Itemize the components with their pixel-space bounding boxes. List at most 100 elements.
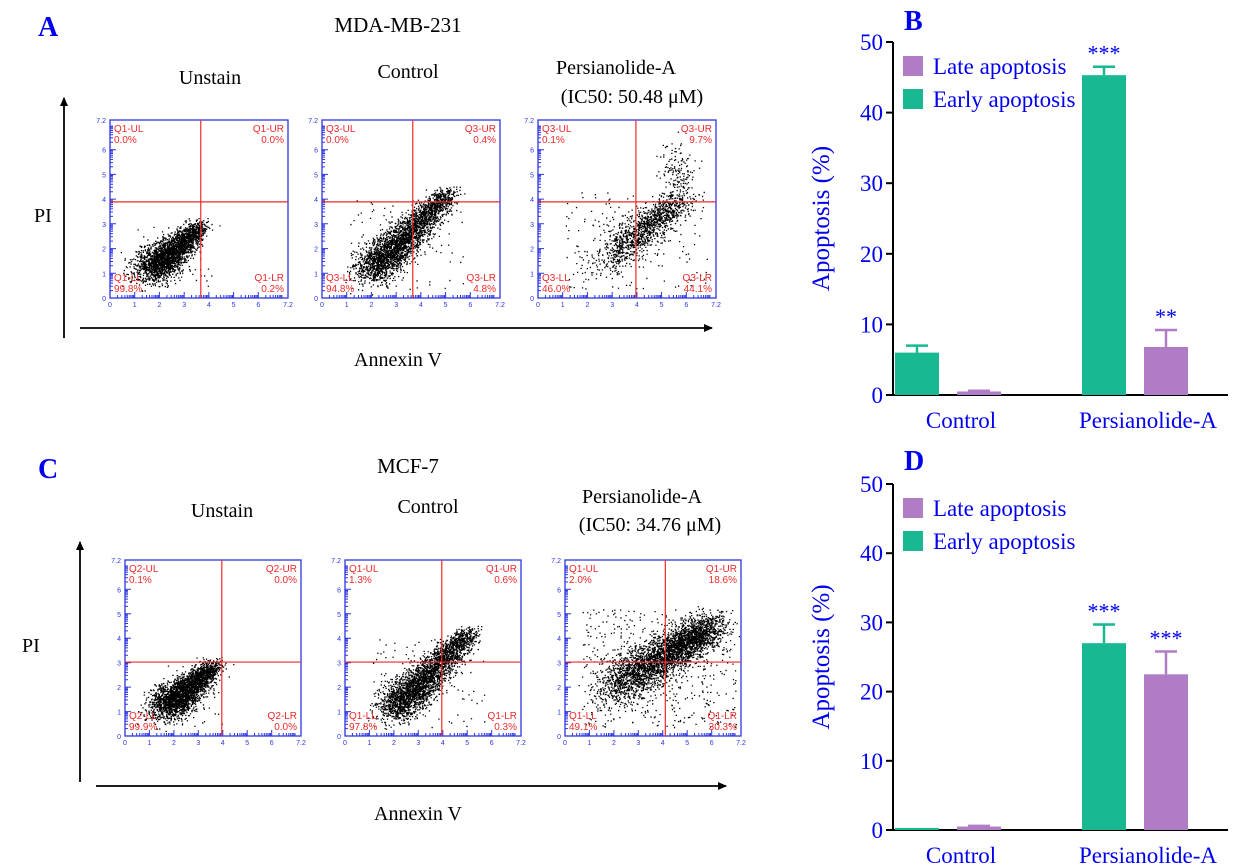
legend-label: Early apoptosis [933,87,1075,112]
x-tick-label: Control [926,843,996,865]
quadrant-value-lr: 30.3% [709,722,737,733]
x-tick-label: 0 [320,302,324,309]
plot-frame [564,559,742,737]
plot-frame [344,559,522,737]
y-tick-label: 0 [530,296,534,303]
quadrant-name-ul: Q3-UL [326,124,356,135]
dot-plot: 00 1 1 2 2 3 3 4 4 5 5 6 6 7.2 7.2 Q3-UL0.0% Q3-UR0.4% Q3… [308,118,505,309]
log-ticks [321,125,495,299]
x-tick-label: 1 [147,740,151,747]
x-tick-label: 6 [710,740,714,747]
y-tick-label: 10 [860,312,883,337]
quadrant-value-ul: 0.1% [129,575,152,586]
x-tick-label: Control [926,408,996,433]
bar-late [957,826,1001,830]
scatter-events [345,186,466,296]
plot-title-a-treated: Persianolide-A [556,57,677,79]
quadrant-value-ur: 0.6% [494,575,517,586]
scatter-events [137,656,235,733]
x-tick-label: 2 [172,740,176,747]
x-tick-label: 6 [270,740,274,747]
y-tick-label: 2 [117,685,121,692]
quadrant-value-ll: 99.9% [129,722,157,733]
quadrant-name-ll: Q1-LL [569,711,597,722]
quadrant-name-ur: Q3-UR [681,124,712,135]
bar-chart-d: 0 10 20 30 40 50 Apoptosis (%) Control Persianol… [808,472,1228,865]
dot-plot: 001122334455667.27.2Q1-UL0.0%Q1-UR0.0%Q1… [96,118,293,309]
x-tick-label: 5 [465,740,469,747]
y-tick-label: 5 [102,172,106,179]
plot-title-c-control: Control [397,496,459,518]
y-tick-label: 0 [337,734,341,741]
plot-title-a-unstain: Unstain [179,67,241,89]
quadrant-name-ul: Q2-UL [129,564,159,575]
quadrant-name-lr: Q3-LR [683,273,712,284]
y-tick-label: 1 [102,271,106,278]
y-tick-label: 40 [860,101,883,126]
quadrant-name-ur: Q3-UR [465,124,496,135]
quadrant-value-ll: 49.1% [569,722,597,733]
x-tick-label: 7.2 [736,740,746,747]
y-tick-label: 3 [337,661,341,668]
y-tick-label: 0 [102,296,106,303]
quadrant-value-lr: 0.2% [261,284,284,295]
bar-early [895,827,939,830]
plot-frame [537,119,717,299]
y-tick-label: 4 [530,197,534,204]
y-tick-label: 2 [557,685,561,692]
y-tick-label: 1 [530,271,534,278]
panel-b: B 0 10 20 30 40 50 Apoptosis (%) Control Persian… [808,6,1228,433]
legend-swatch [903,498,923,518]
panel-a: A MDA-MB-231 Unstain Control Persianolid… [34,12,721,371]
bar-early [1082,75,1126,395]
x-tick-label: 3 [182,302,186,309]
scatter-events [565,131,708,290]
quadrant-value-ll: 94.8% [326,284,354,295]
significance-marker: ** [1155,304,1177,329]
y-tick-label: 0 [557,734,561,741]
quadrant-name-ur: Q1-UR [486,564,517,575]
flow-plots-a: 001122334455667.27.2Q1-UL0.0%Q1-UR0.0%Q1… [96,118,721,309]
y-tick-label: 30 [860,171,883,196]
bar-late [1144,674,1188,830]
x-tick-label: 2 [157,302,161,309]
quadrant-name-lr: Q1-LR [255,273,284,284]
x-tick-label: 5 [245,740,249,747]
y-tick-label: 3 [314,222,318,229]
y-tick-label: 7.2 [111,558,121,565]
panel-letter-b: B [904,6,923,37]
plot-frame [109,119,289,299]
x-axis-label-a: Annexin V [354,349,443,371]
quadrant-value-lr: 0.0% [274,722,297,733]
y-tick-label: 7.2 [308,118,318,125]
y-tick-label: 3 [117,661,121,668]
plot-title-a-control: Control [377,61,439,83]
significance-marker: *** [1088,41,1121,66]
y-tick-label: 40 [860,541,883,566]
y-tick-label: 1 [314,271,318,278]
y-tick-label: 20 [860,242,883,267]
quadrant-name-ul: Q3-UL [542,124,572,135]
x-tick-label: 2 [369,302,373,309]
quadrant-value-ul: 0.0% [326,135,349,146]
panel-d: D 0 10 20 30 40 50 Apoptosis (%) Control Persian… [808,446,1228,865]
legend-label: Early apoptosis [933,529,1075,554]
y-tick-label: 5 [530,172,534,179]
x-tick-label: 4 [221,740,225,747]
x-tick-label: 0 [563,740,567,747]
y-tick-label: 6 [314,148,318,155]
bar-late [957,391,1001,395]
scatter-events [578,606,741,729]
y-tick-label: 1 [117,710,121,717]
y-tick-label: 50 [860,472,883,497]
x-tick-label: 7.2 [495,302,505,309]
x-tick-label: 1 [561,302,565,309]
y-tick-label: 20 [860,680,883,705]
quadrant-value-ur: 9.7% [689,135,712,146]
y-tick-label: 2 [314,247,318,254]
y-tick-label: 4 [557,636,561,643]
x-tick-label: 6 [468,302,472,309]
y-tick-label: 0 [314,296,318,303]
x-tick-label: 4 [207,302,211,309]
